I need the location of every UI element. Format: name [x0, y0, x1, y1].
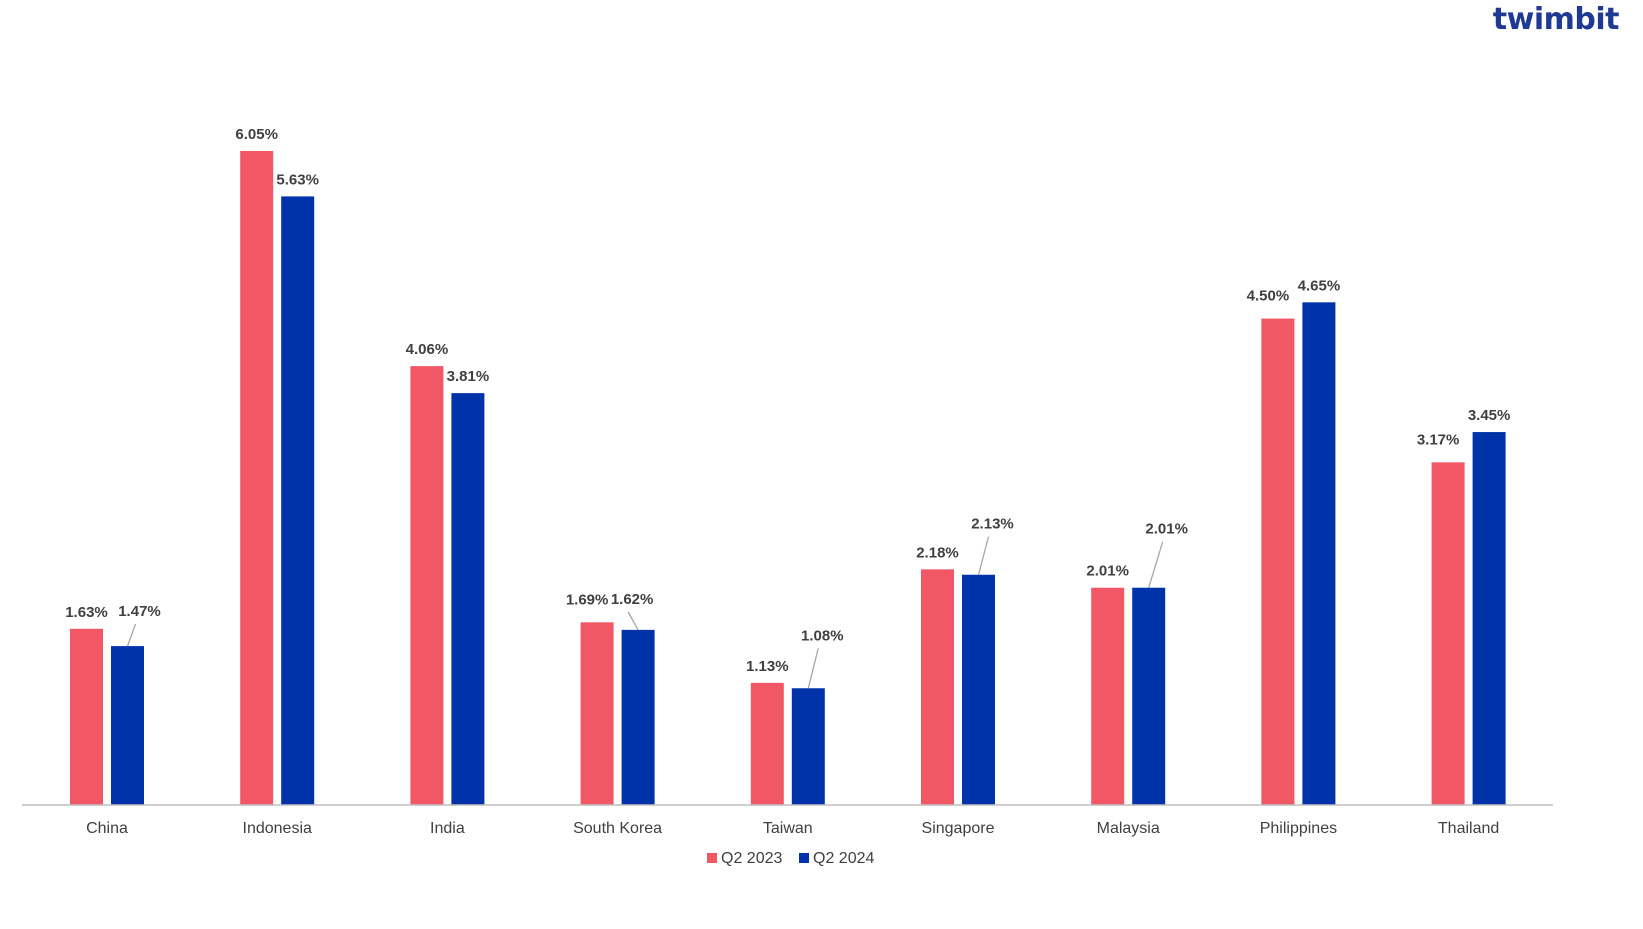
value-labels-group: 1.63% 1.47% 6.05% 5.63% 4.06% 3.81% 1.69% 1.62%… [65, 126, 1510, 675]
leader-lines-group [126, 536, 1164, 689]
legend-swatch [707, 853, 717, 863]
bar-taiwan-q2-2023 [750, 682, 784, 805]
bar-south-korea-q2-2024 [621, 629, 655, 805]
value-label: 3.45% [1468, 407, 1511, 424]
bar-china-q2-2023 [70, 628, 103, 805]
leader-line [1148, 541, 1164, 588]
leader-line [126, 623, 137, 647]
category-label: South Korea [573, 820, 662, 837]
bar-indonesia-q2-2023 [240, 150, 274, 805]
value-label: 4.50% [1247, 288, 1290, 305]
legend-label: Q2 2024 [813, 850, 874, 867]
category-label: Philippines [1260, 820, 1337, 837]
value-label: 4.65% [1298, 277, 1341, 294]
value-label: 1.63% [65, 604, 108, 621]
category-label: China [86, 820, 128, 837]
logo-text: twimbit [1492, 2, 1620, 37]
bar-malaysia-q2-2023 [1091, 587, 1125, 805]
category-label: Thailand [1438, 820, 1499, 837]
value-label: 1.47% [118, 603, 161, 620]
value-label: 2.01% [1086, 563, 1129, 580]
value-label: 1.62% [611, 591, 654, 608]
bar-india-q2-2023 [410, 366, 444, 805]
bar-philippines-q2-2023 [1261, 318, 1295, 805]
bar-philippines-q2-2024 [1302, 302, 1336, 805]
legend: Q2 2023 Q2 2024 [707, 850, 874, 867]
bar-thailand-q2-2023 [1431, 462, 1465, 805]
value-label: 2.01% [1145, 521, 1188, 538]
value-label: 3.81% [447, 368, 490, 385]
category-labels-group: China Indonesia India South Korea Taiwan Sing… [86, 820, 1499, 837]
legend-swatch [799, 853, 809, 863]
category-label: Singapore [922, 820, 995, 837]
value-label: 5.63% [276, 171, 319, 188]
value-label: 6.05% [235, 126, 278, 143]
bar-india-q2-2024 [451, 393, 485, 805]
twimbit-logo: twimbit [1492, 2, 1620, 37]
legend-label: Q2 2023 [721, 850, 782, 867]
leader-line [627, 611, 639, 631]
value-label: 3.17% [1417, 431, 1460, 448]
bars-group [70, 150, 1506, 806]
value-label: 1.69% [566, 591, 609, 608]
value-label: 1.08% [801, 627, 844, 644]
bar-malaysia-q2-2024 [1132, 587, 1166, 805]
value-label: 2.13% [971, 516, 1014, 533]
value-label: 1.13% [746, 658, 789, 675]
leader-line [977, 536, 990, 575]
leader-line [807, 648, 819, 689]
bar-china-q2-2024 [111, 646, 144, 805]
value-label: 2.18% [916, 544, 959, 561]
bar-taiwan-q2-2024 [791, 688, 825, 805]
value-label: 4.06% [406, 341, 449, 358]
bar-south-korea-q2-2023 [580, 622, 614, 805]
bar-singapore-q2-2024 [962, 574, 995, 805]
bar-singapore-q2-2023 [921, 569, 954, 805]
bar-indonesia-q2-2024 [281, 196, 315, 806]
category-label: Malaysia [1097, 820, 1160, 837]
category-label: Taiwan [763, 820, 813, 837]
category-label: India [430, 820, 465, 837]
bar-thailand-q2-2024 [1472, 432, 1506, 805]
category-label: Indonesia [243, 820, 312, 837]
